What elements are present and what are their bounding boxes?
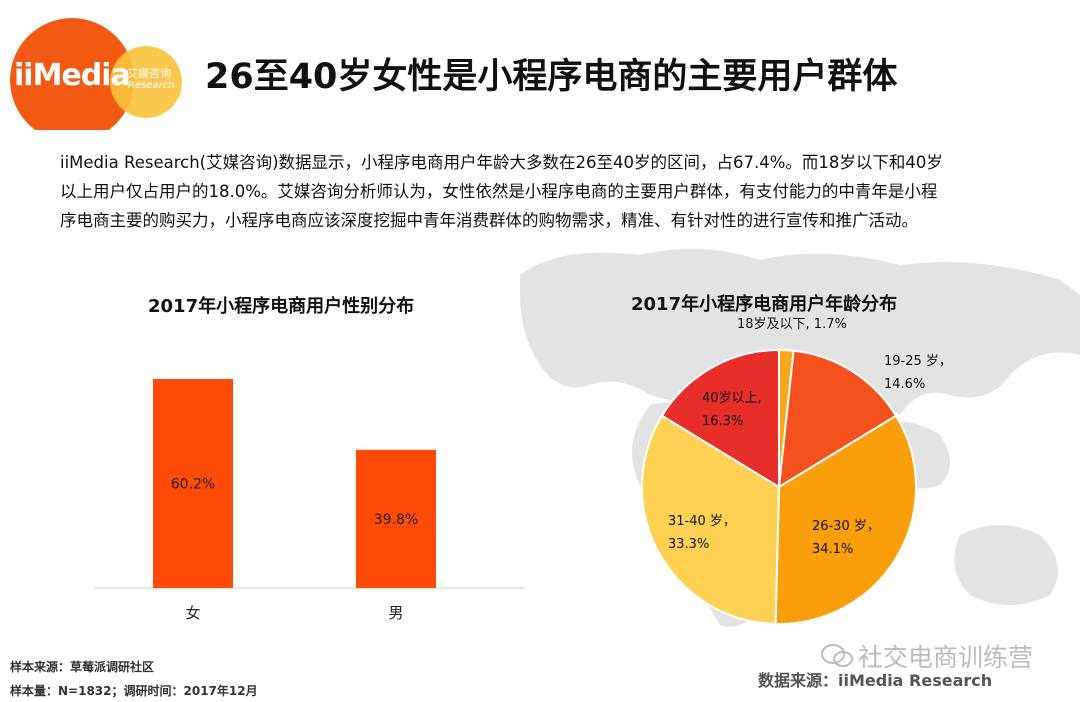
logo-sub-cn: 艾媒咨询 <box>127 67 171 80</box>
pie-label-value: 14.6% <box>884 377 926 392</box>
logo-text: iiMedia <box>14 58 131 93</box>
pie-label-19-25: 19-25 岁， 14.6% <box>884 350 952 396</box>
intro-line: 以上用户仅占用户的18.0%。艾媒咨询分析师认为，女性依然是小程序电商的主要用户… <box>60 182 938 201</box>
pie-label-text: 31-40 岁， <box>668 514 736 529</box>
pie-slice <box>641 414 781 625</box>
age-pie-chart <box>641 348 917 625</box>
data-source: 数据来源：iiMedia Research <box>758 671 993 690</box>
pie-label-text: 19-25 岁， <box>884 354 952 369</box>
pie-label-text: 40岁以上, <box>702 391 762 406</box>
intro-paragraph: iiMedia Research(艾媒咨询)数据显示，小程序电商用户年龄大多数在… <box>60 148 1035 235</box>
sample-size: 样本量：N=1832；调研时间：2017年12月 <box>10 684 258 698</box>
pie-label-under-18: 18岁及以下, 1.7% <box>737 313 847 336</box>
pie-label-value: 33.3% <box>668 537 710 552</box>
pie-label-value: 34.1% <box>812 542 854 557</box>
wechat-icon <box>821 644 853 667</box>
intro-line: iiMedia Research(艾媒咨询)数据显示，小程序电商用户年龄大多数在… <box>60 153 943 172</box>
pie-label-31-40: 31-40 岁， 33.3% <box>668 510 736 556</box>
sample-source: 样本来源：草莓派调研社区 <box>10 660 155 674</box>
bar <box>356 449 436 588</box>
x-tick-label: 男 <box>388 604 403 622</box>
bar <box>153 379 233 588</box>
age-chart-title: 2017年小程序电商用户年龄分布 <box>631 294 898 315</box>
x-tick-label: 女 <box>185 604 200 622</box>
iimedia-logo <box>10 18 182 130</box>
bar-value-label: 39.8% <box>374 512 418 528</box>
pie-label-text: 26-30 岁， <box>812 519 880 534</box>
bar-value-label: 60.2% <box>171 477 215 493</box>
page-title: 26至40岁女性是小程序电商的主要用户群体 <box>205 57 898 97</box>
pie-label-26-30: 26-30 岁， 34.1% <box>812 515 880 561</box>
pie-slice <box>660 348 780 489</box>
pie-label-text: 18岁及以下, 1.7% <box>737 317 847 332</box>
gender-chart-title: 2017年小程序电商用户性别分布 <box>148 296 415 317</box>
intro-line: 序电商主要的购买力，小程序电商应该深度挖掘中青年消费群体的购物需求，精准、有针对… <box>60 211 918 230</box>
pie-slice <box>777 349 898 489</box>
pie-label-over-40: 40岁以上, 16.3% <box>702 387 762 433</box>
logo-sub-en: Research <box>128 80 175 91</box>
pie-label-value: 16.3% <box>702 414 744 429</box>
gender-bar-chart: 60.2% 女 39.8% 男 <box>95 379 525 622</box>
pie-slice <box>774 414 917 625</box>
watermark-text: 社交电商训练营 <box>858 643 1034 672</box>
